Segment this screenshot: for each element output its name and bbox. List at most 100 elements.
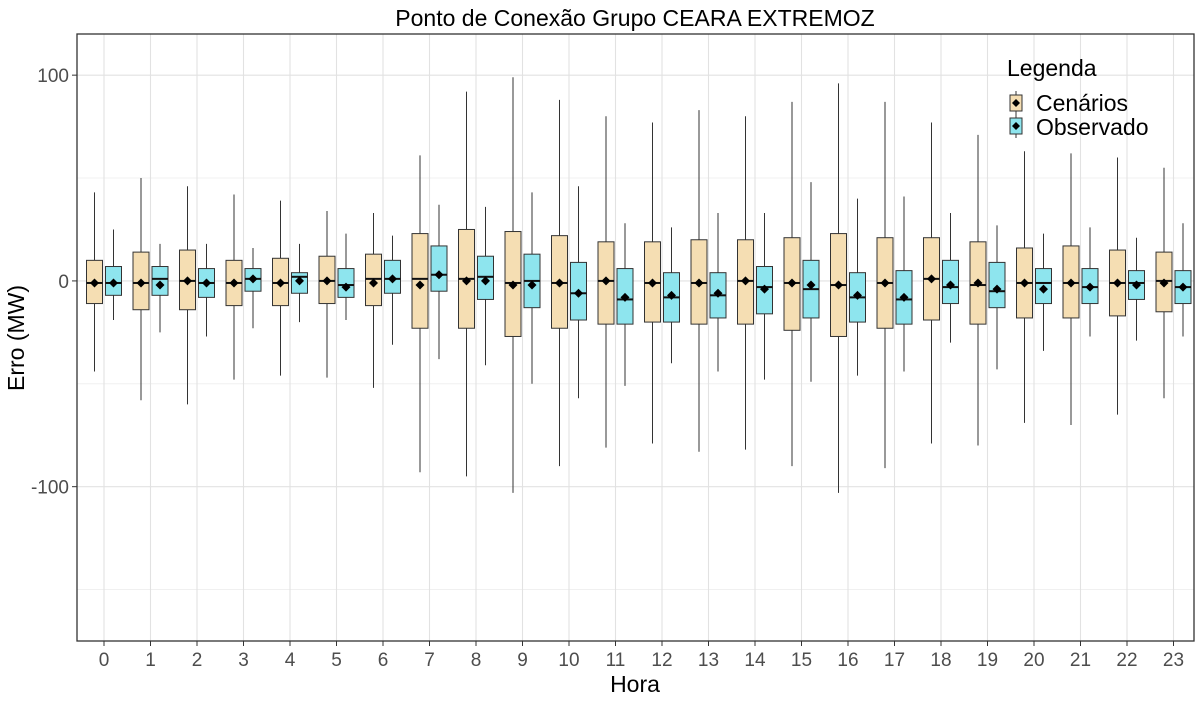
- box-observado-hour-3: [244, 247, 262, 329]
- mean-marker: [415, 280, 425, 290]
- x-tick-label: 23: [1163, 650, 1184, 671]
- mean-marker: [1039, 284, 1048, 294]
- mean-marker: [136, 278, 146, 288]
- x-tick-label: 9: [517, 650, 528, 671]
- box-observado-hour-8: [477, 206, 494, 366]
- box-observado-hour-1: [151, 243, 169, 333]
- x-tick-label: 14: [744, 650, 766, 671]
- box-observado-hour-12: [663, 227, 680, 364]
- box-observado-hour-22: [1128, 237, 1145, 341]
- mean-marker: [806, 280, 816, 290]
- x-tick-label: 5: [331, 650, 342, 671]
- box-observado-hour-7: [430, 204, 448, 360]
- mean-marker: [899, 292, 909, 302]
- mean-marker: [369, 278, 378, 288]
- box-cenarios-hour-13: [690, 110, 708, 452]
- mean-marker: [341, 282, 351, 292]
- box-observado-hour-5: [337, 233, 355, 321]
- box-observado-hour-21: [1081, 227, 1099, 337]
- mean-marker: [90, 278, 99, 288]
- mean-marker: [508, 280, 518, 290]
- box-observado-hour-20: [1035, 233, 1052, 351]
- x-tick-label: 15: [791, 650, 812, 671]
- y-axis-label: Erro (MW): [3, 285, 29, 391]
- legend-label-cenarios: Cenários: [1036, 90, 1128, 116]
- x-tick-label: 19: [977, 650, 998, 671]
- mean-marker: [787, 278, 797, 288]
- mean-marker: [109, 278, 118, 288]
- mean-marker: [880, 278, 890, 288]
- mean-marker: [1159, 278, 1169, 288]
- box-observado-hour-2: [198, 243, 215, 337]
- plot-panel-border: [76, 33, 1195, 642]
- x-tick-label: 11: [606, 650, 626, 671]
- box-observado-hour-14: [756, 213, 773, 380]
- x-tick-label: 7: [424, 650, 435, 671]
- x-axis-label: Hora: [610, 671, 660, 697]
- box-cenarios-hour-23: [1155, 167, 1173, 399]
- box-observado-hour-11: [616, 223, 634, 386]
- y-tick-label: -100: [31, 478, 69, 499]
- box-observado-hour-6: [384, 235, 401, 345]
- x-tick-label: 16: [837, 650, 858, 671]
- legend-item-observado: Observado: [1009, 114, 1149, 140]
- mean-marker: [1113, 278, 1122, 288]
- mean-marker: [462, 276, 471, 286]
- box-cenarios-hour-10: [551, 99, 568, 467]
- box-cenarios-hour-18: [923, 122, 940, 444]
- box-cenarios-hour-12: [644, 122, 661, 444]
- mean-marker: [1020, 278, 1029, 288]
- x-tick-label: 8: [471, 650, 482, 671]
- box-cenarios-hour-14: [737, 116, 754, 450]
- mean-marker: [555, 278, 564, 288]
- x-tick-label: 18: [930, 650, 951, 671]
- mean-marker: [1132, 280, 1141, 290]
- box-cenarios-hour-2: [179, 186, 196, 405]
- mean-marker: [183, 276, 192, 286]
- box-observado-hour-18: [942, 213, 959, 343]
- x-tick-label: 10: [558, 650, 579, 671]
- box-observado-hour-23: [1174, 223, 1192, 337]
- x-tick-label: 13: [698, 650, 719, 671]
- mean-marker: [202, 278, 211, 288]
- mean-marker: [667, 290, 676, 300]
- mean-marker: [760, 284, 769, 294]
- mean-marker: [648, 278, 657, 288]
- box-cenarios-hour-3: [225, 194, 243, 380]
- mean-marker: [1066, 278, 1076, 288]
- x-tick-label: 22: [1116, 650, 1137, 671]
- box-observado-hour-19: [988, 225, 1006, 370]
- mean-marker: [1178, 282, 1188, 292]
- mean-marker: [322, 276, 332, 286]
- mean-marker: [973, 278, 983, 288]
- mean-marker: [927, 274, 936, 284]
- y-tick-label: 100: [37, 66, 69, 87]
- mean-marker: [527, 280, 537, 290]
- box-cenarios-hour-0: [86, 192, 103, 372]
- box-cenarios-hour-6: [365, 213, 382, 388]
- box-cenarios-hour-4: [272, 200, 289, 376]
- x-tick-label: 4: [285, 650, 296, 671]
- box-observado-hour-13: [709, 213, 727, 372]
- grid-layer: [77, 34, 1194, 641]
- box-observado-hour-0: [105, 229, 122, 321]
- mean-marker: [741, 276, 750, 286]
- x-tick-label: 6: [378, 650, 389, 671]
- x-tick-label: 3: [238, 650, 249, 671]
- box-cenarios-hour-9: [504, 77, 522, 493]
- x-tick-label: 12: [651, 650, 672, 671]
- box-cenarios-hour-19: [969, 134, 987, 446]
- legend-title: Legenda: [1007, 55, 1097, 81]
- box-cenarios-hour-15: [783, 101, 801, 467]
- mean-marker: [946, 280, 955, 290]
- mean-marker: [229, 278, 239, 288]
- x-tick-label: 0: [99, 650, 110, 671]
- mean-marker: [834, 280, 843, 290]
- box-cenarios-hour-8: [458, 91, 475, 477]
- legend-label-observado: Observado: [1036, 114, 1149, 140]
- mean-marker: [276, 278, 285, 288]
